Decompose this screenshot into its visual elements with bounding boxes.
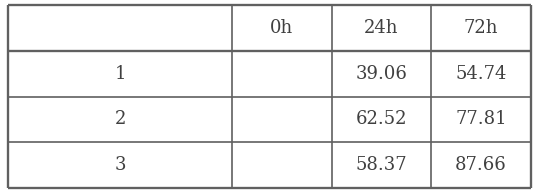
Text: 58.37: 58.37 [356,156,407,174]
Text: 2: 2 [114,110,126,128]
Text: 1: 1 [114,65,126,83]
Text: 87.66: 87.66 [455,156,507,174]
Text: 72h: 72h [464,19,499,37]
Text: 54.74: 54.74 [455,65,507,83]
Text: 24h: 24h [364,19,399,37]
Text: 62.52: 62.52 [356,110,407,128]
Text: 77.81: 77.81 [455,110,507,128]
Text: 39.06: 39.06 [356,65,407,83]
Text: 0h: 0h [271,19,294,37]
Text: 3: 3 [114,156,126,174]
